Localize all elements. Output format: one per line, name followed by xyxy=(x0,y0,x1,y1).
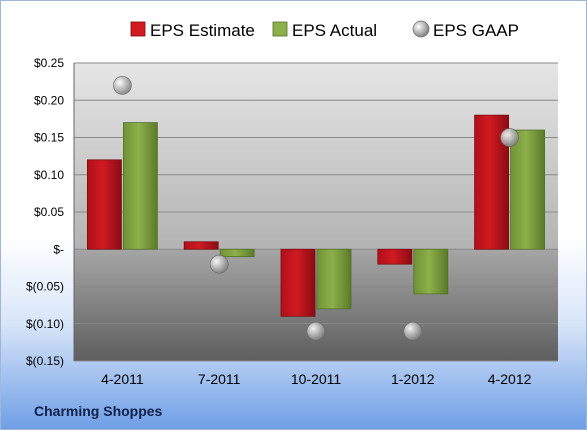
bar-eps-actual xyxy=(510,129,546,250)
x-tick-label: 7-2011 xyxy=(198,371,241,387)
x-tick-label: 4-2012 xyxy=(488,371,532,387)
company-name: Charming Shoppes xyxy=(34,403,163,419)
bar-eps-estimate xyxy=(87,159,122,250)
legend-swatch-eps-actual xyxy=(272,21,288,37)
x-tick-label: 1-2012 xyxy=(391,371,435,387)
y-tick-label: $0.20 xyxy=(34,93,64,107)
y-tick-label: $0.10 xyxy=(34,168,64,182)
marker-eps-gaap xyxy=(306,321,326,341)
y-tick-label: $(0.10) xyxy=(26,317,64,331)
plot-area-negative xyxy=(74,249,558,361)
y-tick-label: $(0.05) xyxy=(26,280,64,294)
bar-eps-actual xyxy=(316,248,352,310)
legend-label: EPS Actual xyxy=(292,21,377,40)
x-tick-label: 10-2011 xyxy=(291,371,342,387)
bar-eps-estimate xyxy=(183,241,219,250)
bar-eps-actual xyxy=(413,248,449,295)
bar-eps-actual xyxy=(123,122,158,250)
y-tick-label: $0.05 xyxy=(34,205,64,219)
bar-eps-actual xyxy=(219,248,255,258)
y-tick-label: $0.25 xyxy=(34,56,64,70)
y-tick-label: $- xyxy=(53,242,64,256)
bar-eps-estimate xyxy=(377,248,413,265)
legend-swatch-eps-estimate xyxy=(130,21,146,37)
y-tick-label: $(0.15) xyxy=(26,354,64,368)
marker-eps-gaap xyxy=(113,75,132,95)
legend-swatch-eps-gaap xyxy=(412,20,430,38)
legend-label: EPS Estimate xyxy=(150,21,255,40)
legend-label: EPS GAAP xyxy=(433,21,519,40)
x-tick-label: 4-2011 xyxy=(101,371,144,387)
y-tick-label: $0.15 xyxy=(34,131,64,145)
marker-eps-gaap xyxy=(209,254,229,274)
marker-eps-gaap xyxy=(500,128,519,147)
bar-eps-estimate xyxy=(280,248,316,317)
marker-eps-gaap xyxy=(403,321,423,341)
